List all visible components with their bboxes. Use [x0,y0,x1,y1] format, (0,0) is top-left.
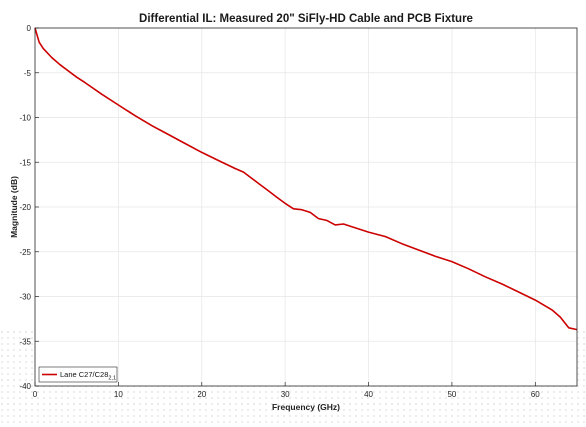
y-tick-label: -40 [19,382,31,391]
legend-entry-subscript: 2,1 [108,376,116,382]
y-tick-label: 0 [27,24,32,33]
x-tick-label: 50 [447,390,456,399]
y-tick-label: -10 [19,114,31,123]
x-tick-label: 60 [531,390,540,399]
legend-entry-name: Lane C27/C28 [60,370,108,379]
x-axis-label: Frequency (GHz) [272,402,340,412]
y-tick-label: -5 [24,69,32,78]
grid-lines [35,28,577,386]
x-tick-label: 20 [197,390,206,399]
y-axis-label: Magnitude (dB) [9,176,19,238]
y-tick-label: -25 [19,248,31,257]
x-tick-label: 10 [114,390,123,399]
y-tick-label: -20 [19,203,31,212]
x-tick-label: 0 [33,390,38,399]
y-tick-label: -30 [19,293,31,302]
legend-entry-label: Lane C27/C282,1 [60,370,116,382]
plot-frame [34,27,578,387]
series-group [34,27,578,331]
y-tick-label: -35 [19,337,31,346]
y-axis-ticks: 0 -5 -10 -15 -20 -25 -30 -35 -40 [19,24,39,391]
chart-title: Differential IL: Measured 20" SiFly-HD C… [139,13,473,25]
y-tick-label: -15 [19,158,31,167]
x-tick-label: 40 [364,390,373,399]
legend-box [38,366,118,383]
legend: Lane C27/C282,1 [38,366,118,383]
x-tick-label: 30 [281,390,290,399]
series-line [34,27,578,331]
